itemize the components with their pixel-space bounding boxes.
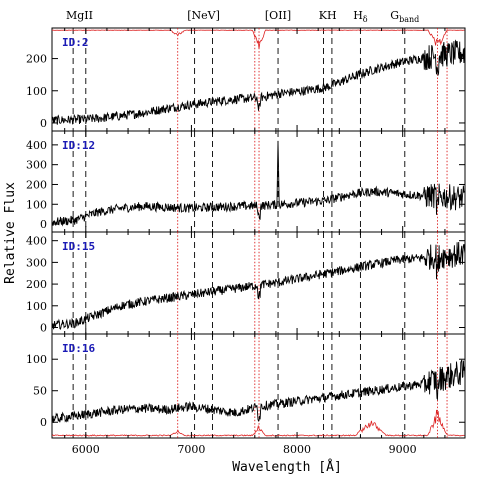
panel-frame xyxy=(51,231,466,335)
y-tick-label: 0 xyxy=(40,321,47,334)
panel-id-15: 0 100 200 300 400 ID:15 xyxy=(26,231,466,335)
panel-frame xyxy=(51,333,466,439)
line-marker-label: Gband xyxy=(390,9,419,24)
line-marker-label: MgII xyxy=(66,9,93,22)
panel-id-16: 0 50 100 ID:16 xyxy=(26,333,466,439)
y-tick-label: 100 xyxy=(26,85,47,98)
x-tick-label: 8000 xyxy=(283,443,311,456)
y-tick-label: 200 xyxy=(26,278,47,291)
line-marker-label: KH xyxy=(319,9,337,22)
spectrum-line xyxy=(51,359,466,423)
panel-id-label: ID:12 xyxy=(62,139,95,152)
y-tick-label: 300 xyxy=(26,256,47,269)
y-tick-label: 0 xyxy=(40,416,47,429)
spectrum-line xyxy=(51,39,466,125)
y-axis-title: Relative Flux xyxy=(3,182,18,284)
y-tick-label: 200 xyxy=(26,178,47,191)
y-tick-label: 50 xyxy=(33,385,47,398)
y-tick-label: 0 xyxy=(40,218,47,231)
y-tick-label: 100 xyxy=(26,198,47,211)
sky-spectrum xyxy=(51,29,465,50)
panels: 0 100 200 ID:2 0 100 200 300 400 ID:12 0 100 200 300 4… xyxy=(26,27,466,439)
line-marker-label: [OII] xyxy=(265,9,291,22)
x-tick-label: 6000 xyxy=(72,443,100,456)
y-tick-label: 400 xyxy=(26,139,47,152)
line-marker-labels: MgII [NeV] [OII] KH Hδ Gband xyxy=(66,9,419,24)
y-tick-label: 300 xyxy=(26,159,47,172)
line-marker-label: [NeV] xyxy=(187,9,220,22)
y-tick-label: 100 xyxy=(26,353,47,366)
x-tick-label: 7000 xyxy=(177,443,205,456)
x-tick-label: 9000 xyxy=(389,443,417,456)
spectrum-line xyxy=(51,140,466,227)
panel-id-label: ID:2 xyxy=(62,36,89,49)
x-axis-title: Wavelength [Å] xyxy=(232,459,342,475)
panel-id-label: ID:16 xyxy=(62,342,95,355)
y-tick-label: 0 xyxy=(40,117,47,130)
panel-frame xyxy=(51,130,466,233)
panel-id-2: 0 100 200 ID:2 xyxy=(26,27,466,132)
sky-spectrum xyxy=(51,409,465,437)
panel-id-12: 0 100 200 300 400 ID:12 xyxy=(26,130,466,233)
spectrum-line xyxy=(51,241,466,330)
y-tick-label: 400 xyxy=(26,235,47,248)
panel-id-label: ID:15 xyxy=(62,240,95,253)
y-tick-label: 200 xyxy=(26,53,47,66)
y-tick-label: 100 xyxy=(26,300,47,313)
x-axis-ticks: 6000 7000 8000 9000 xyxy=(72,443,417,456)
line-marker-label: Hδ xyxy=(353,9,368,24)
